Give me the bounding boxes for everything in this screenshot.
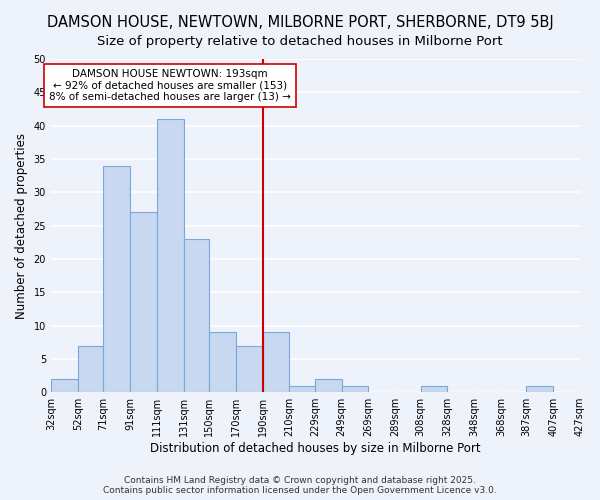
Bar [184,239,209,392]
Bar [421,386,448,392]
Bar [341,386,368,392]
Bar [130,212,157,392]
Bar [289,386,315,392]
Bar [526,386,553,392]
Y-axis label: Number of detached properties: Number of detached properties [15,132,28,318]
Text: DAMSON HOUSE NEWTOWN: 193sqm
← 92% of detached houses are smaller (153)
8% of se: DAMSON HOUSE NEWTOWN: 193sqm ← 92% of de… [49,69,291,102]
Bar [263,332,289,392]
X-axis label: Distribution of detached houses by size in Milborne Port: Distribution of detached houses by size … [150,442,481,455]
Text: DAMSON HOUSE, NEWTOWN, MILBORNE PORT, SHERBORNE, DT9 5BJ: DAMSON HOUSE, NEWTOWN, MILBORNE PORT, SH… [47,15,553,30]
Bar [157,119,184,392]
Bar [209,332,236,392]
Text: Size of property relative to detached houses in Milborne Port: Size of property relative to detached ho… [97,35,503,48]
Bar [103,166,130,392]
Bar [315,379,341,392]
Bar [78,346,103,392]
Text: Contains HM Land Registry data © Crown copyright and database right 2025.
Contai: Contains HM Land Registry data © Crown c… [103,476,497,495]
Bar [236,346,263,392]
Bar [51,379,78,392]
